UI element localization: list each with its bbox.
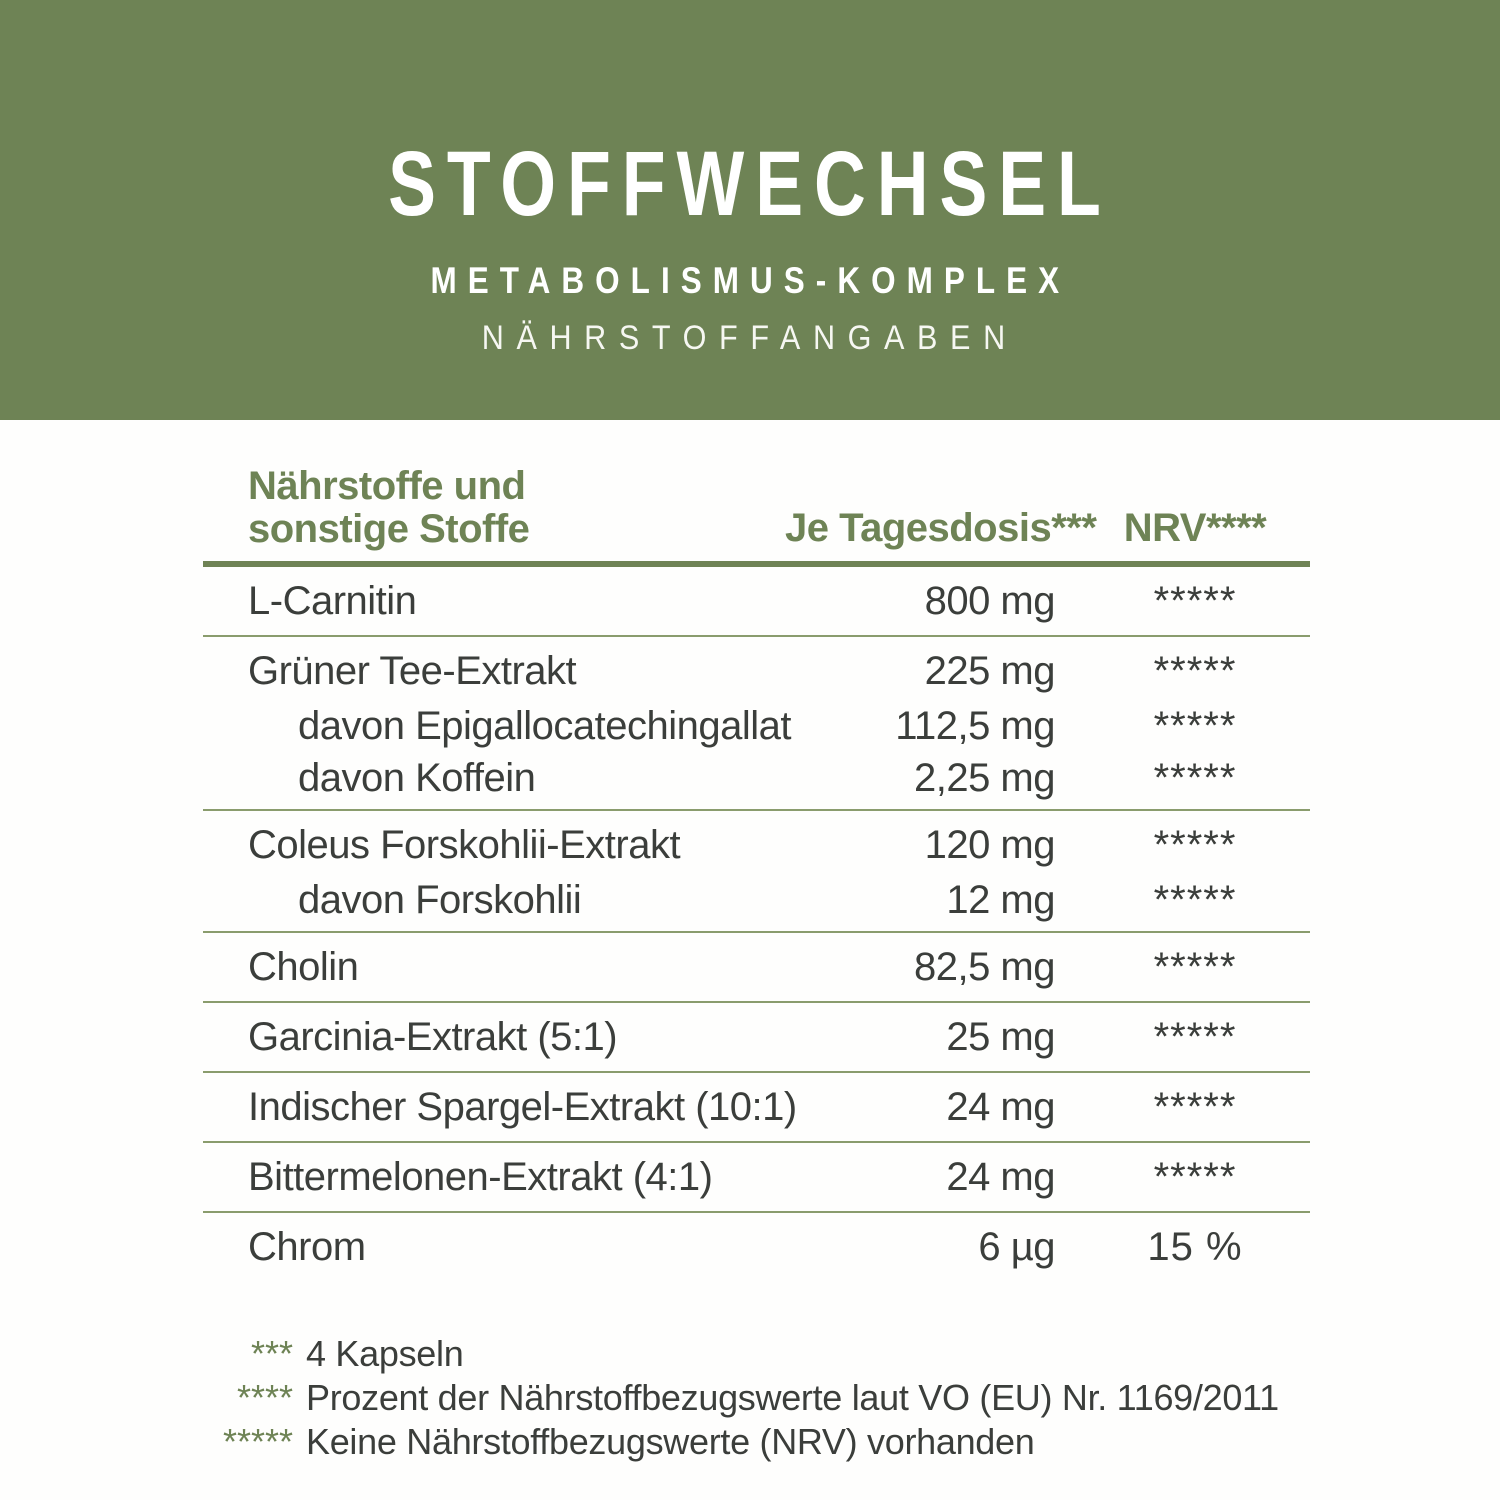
dose-value: 120 mg: [924, 822, 1056, 867]
table-row: Bittermelonen-Extrakt (4:1) 24 mg *****: [203, 1148, 1310, 1206]
nutrient-name: Bittermelonen-Extrakt (4:1): [248, 1154, 713, 1199]
nrv-value: *****: [1153, 578, 1237, 623]
table-row: Grüner Tee-Extrakt 225 mg *****: [203, 642, 1310, 700]
table-row: Cholin 82,5 mg *****: [203, 938, 1310, 996]
nutrient-name: Indischer Spargel-Extrakt (10:1): [248, 1084, 797, 1129]
nrv-value: *****: [1153, 755, 1237, 800]
dose-value: 225 mg: [924, 648, 1056, 693]
nrv-value: *****: [1153, 1084, 1237, 1129]
footnote-text: Prozent der Nährstoffbezugswerte laut VO…: [306, 1377, 1279, 1418]
table-row: Garcinia-Extrakt (5:1) 25 mg *****: [203, 1008, 1310, 1066]
footnote-symbol: ****: [236, 1377, 293, 1418]
table-group: Chrom 6 µg 15 %: [203, 1211, 1310, 1281]
table-row: Coleus Forskohlii-Extrakt 120 mg *****: [203, 816, 1310, 874]
table-subrow: davon Koffein 2,25 mg *****: [203, 752, 1310, 804]
table-header: Nährstoffe und sonstige Stoffe Je Tagesd…: [203, 464, 1310, 568]
dose-value: 24 mg: [946, 1084, 1055, 1129]
table-subrow: davon Epigallocatechingallat 112,5 mg **…: [203, 700, 1310, 752]
dose-value: 2,25 mg: [913, 755, 1056, 800]
nrv-value: *****: [1153, 944, 1237, 989]
column-header-nutrients-line1: Nährstoffe und: [248, 464, 526, 508]
nutrient-name: davon Forskohlii: [298, 877, 582, 922]
dose-value: 112,5 mg: [895, 703, 1055, 748]
table-group: L-Carnitin 800 mg *****: [203, 567, 1310, 635]
table-row: Chrom 6 µg 15 %: [203, 1218, 1310, 1276]
nutrient-name: davon Koffein: [298, 755, 536, 800]
nrv-value: *****: [1153, 648, 1237, 693]
nrv-value: 15 %: [1147, 1224, 1243, 1269]
dose-value: 6 µg: [978, 1224, 1055, 1269]
footnote-text: 4 Kapseln: [306, 1333, 464, 1374]
table-group: Indischer Spargel-Extrakt (10:1) 24 mg *…: [203, 1071, 1310, 1141]
table-row: L-Carnitin 800 mg *****: [203, 572, 1310, 630]
dose-value: 12 mg: [946, 877, 1055, 922]
dose-value: 24 mg: [946, 1154, 1055, 1199]
product-title: STOFFWECHSEL: [388, 133, 1112, 235]
table-group: Grüner Tee-Extrakt 225 mg ***** davon Ep…: [203, 635, 1310, 809]
table-group: Coleus Forskohlii-Extrakt 120 mg ***** d…: [203, 809, 1310, 931]
table-group: Cholin 82,5 mg *****: [203, 931, 1310, 1001]
nutrient-name: Garcinia-Extrakt (5:1): [248, 1014, 618, 1059]
nutrient-name: Coleus Forskohlii-Extrakt: [248, 822, 681, 867]
nrv-value: *****: [1153, 703, 1237, 748]
nutrient-name: Chrom: [248, 1224, 366, 1269]
nutrient-name: davon Epigallocatechingallat: [298, 703, 792, 748]
section-label: NÄHRSTOFFANGABEN: [481, 319, 1018, 357]
column-header-nrv: NRV****: [1123, 506, 1267, 551]
table-row: Indischer Spargel-Extrakt (10:1) 24 mg *…: [203, 1078, 1310, 1136]
column-header-dose: Je Tagesdosis***: [785, 506, 1097, 551]
footnote-symbol: ***: [250, 1333, 293, 1374]
footnote: *** 4 Kapseln: [203, 1332, 1403, 1376]
nutrient-name: L-Carnitin: [248, 578, 417, 623]
footnote: **** Prozent der Nährstoffbezugswerte la…: [203, 1376, 1403, 1420]
column-header-nutrients: Nährstoffe und sonstige Stoffe: [203, 464, 785, 552]
footnote-text: Keine Nährstoffbezugswerte (NRV) vorhand…: [306, 1421, 1035, 1462]
product-subtitle: METABOLISMUS-KOMPLEX: [430, 260, 1070, 301]
footnote: ***** Keine Nährstoffbezugswerte (NRV) v…: [203, 1420, 1403, 1464]
table-subrow: davon Forskohlii 12 mg *****: [203, 874, 1310, 926]
nrv-value: *****: [1153, 877, 1237, 922]
table-group: Garcinia-Extrakt (5:1) 25 mg *****: [203, 1001, 1310, 1071]
footnote-symbol: *****: [222, 1421, 293, 1462]
nrv-value: *****: [1153, 822, 1237, 867]
header-band: STOFFWECHSEL METABOLISMUS-KOMPLEX NÄHRST…: [0, 0, 1500, 420]
nrv-value: *****: [1153, 1014, 1237, 1059]
footnotes: *** 4 Kapseln **** Prozent der Nährstoff…: [203, 1332, 1403, 1464]
column-header-nutrients-line2: sonstige Stoffe: [248, 507, 530, 552]
dose-value: 82,5 mg: [913, 944, 1056, 989]
nutrition-table: Nährstoffe und sonstige Stoffe Je Tagesd…: [203, 464, 1310, 1281]
nrv-value: *****: [1153, 1154, 1237, 1199]
dose-value: 25 mg: [946, 1014, 1055, 1059]
nutrient-name: Grüner Tee-Extrakt: [248, 648, 577, 693]
dose-value: 800 mg: [924, 578, 1056, 623]
table-group: Bittermelonen-Extrakt (4:1) 24 mg *****: [203, 1141, 1310, 1211]
nutrient-name: Cholin: [248, 944, 359, 989]
